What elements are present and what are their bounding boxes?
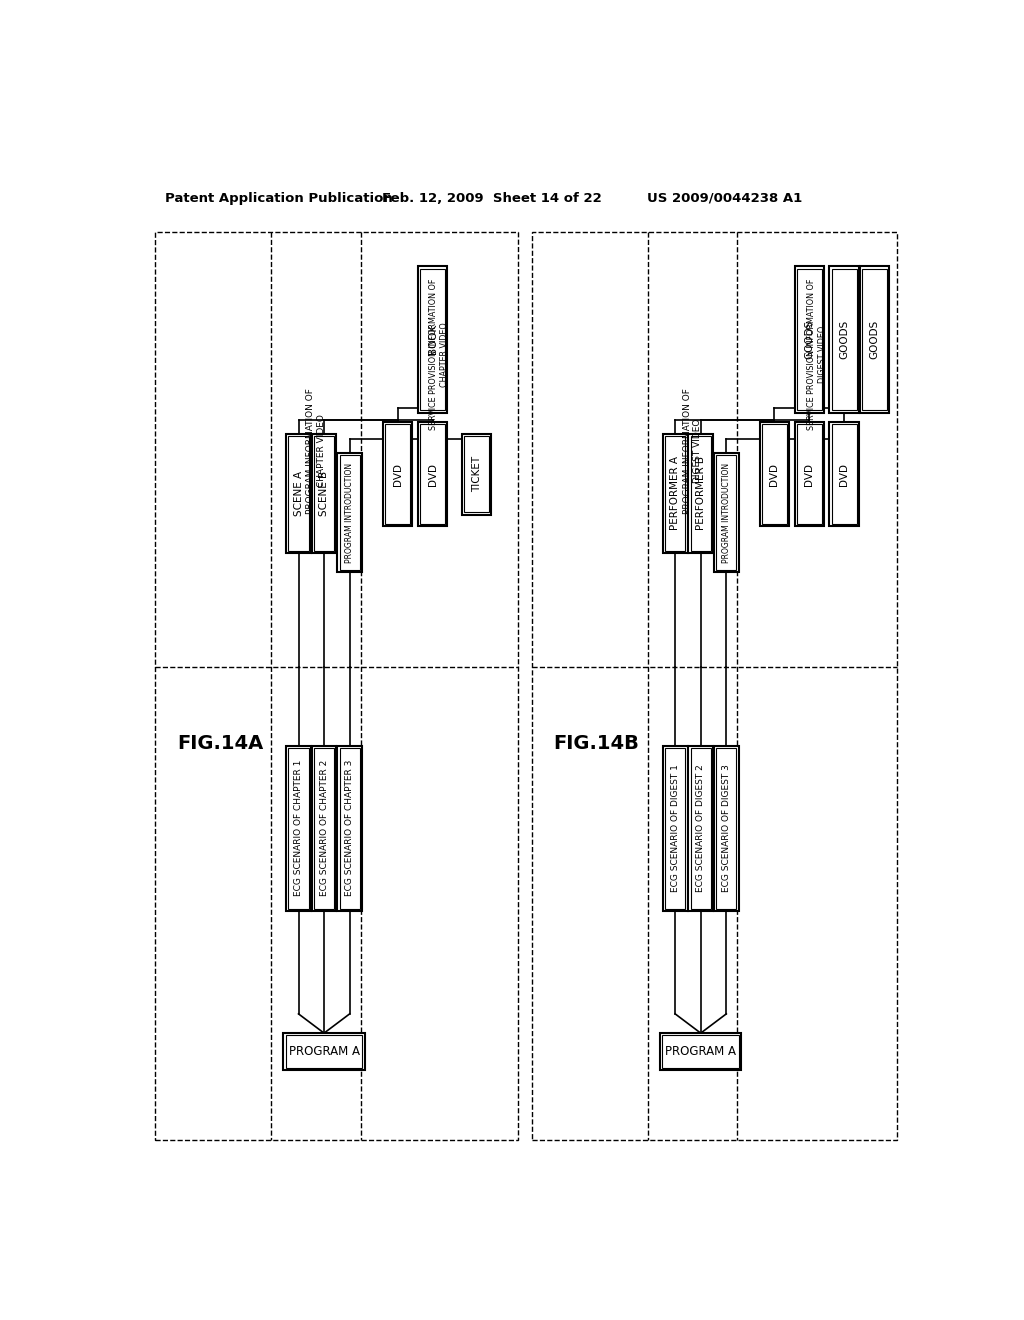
Bar: [831, 268, 856, 411]
Bar: [289, 748, 308, 908]
Text: DVD: DVD: [804, 462, 814, 486]
Text: PROGRAM INFORMATION OF
DIGEST VIDEO: PROGRAM INFORMATION OF DIGEST VIDEO: [683, 388, 702, 513]
Bar: [385, 425, 410, 524]
Text: DVD: DVD: [392, 462, 402, 486]
Bar: [829, 267, 859, 412]
Bar: [314, 436, 334, 550]
Text: GOODS: GOODS: [804, 319, 814, 359]
Bar: [286, 1035, 362, 1068]
Bar: [831, 425, 856, 524]
Bar: [337, 453, 362, 573]
Bar: [311, 746, 337, 911]
Bar: [665, 748, 685, 908]
Text: ECG SCENARIO OF DIGEST 1: ECG SCENARIO OF DIGEST 1: [671, 764, 680, 892]
Text: SCENE B: SCENE B: [319, 471, 329, 516]
Text: DVD: DVD: [769, 462, 779, 486]
Bar: [462, 434, 492, 515]
Text: PROGRAM INFORMATION OF
CHAPTER VIDEO: PROGRAM INFORMATION OF CHAPTER VIDEO: [306, 388, 326, 513]
Bar: [383, 422, 413, 527]
Bar: [311, 434, 337, 553]
Bar: [716, 455, 736, 570]
Text: ECG SCENARIO OF CHAPTER 1: ECG SCENARIO OF CHAPTER 1: [294, 760, 303, 896]
Text: ECG SCENARIO OF CHAPTER 3: ECG SCENARIO OF CHAPTER 3: [345, 760, 354, 896]
Bar: [862, 268, 887, 411]
Bar: [286, 434, 311, 553]
Bar: [714, 746, 738, 911]
Bar: [688, 746, 713, 911]
Bar: [716, 748, 736, 908]
Text: Feb. 12, 2009  Sheet 14 of 22: Feb. 12, 2009 Sheet 14 of 22: [382, 191, 602, 205]
Bar: [289, 436, 308, 550]
Bar: [795, 422, 824, 527]
Text: GOODS: GOODS: [839, 319, 849, 359]
Text: Patent Application Publication: Patent Application Publication: [165, 191, 393, 205]
Bar: [859, 267, 889, 412]
Bar: [797, 268, 821, 411]
Bar: [690, 748, 711, 908]
Bar: [714, 453, 738, 573]
Bar: [797, 425, 821, 524]
Text: ECG SCENARIO OF CHAPTER 2: ECG SCENARIO OF CHAPTER 2: [319, 760, 329, 896]
Text: FIG.14B: FIG.14B: [554, 734, 639, 754]
Bar: [284, 1034, 365, 1071]
Bar: [690, 436, 711, 550]
Text: SCENE A: SCENE A: [294, 471, 303, 516]
Bar: [337, 746, 362, 911]
Bar: [829, 422, 859, 527]
Bar: [665, 436, 685, 550]
Text: PROGRAM INTRODUCTION: PROGRAM INTRODUCTION: [722, 462, 731, 562]
Bar: [155, 231, 518, 1140]
Bar: [464, 436, 489, 512]
Text: PROGRAM A: PROGRAM A: [666, 1045, 736, 1059]
Text: ECG SCENARIO OF DIGEST 2: ECG SCENARIO OF DIGEST 2: [696, 764, 706, 892]
Bar: [760, 422, 790, 527]
Bar: [314, 748, 334, 908]
Text: BOOK: BOOK: [428, 325, 437, 355]
Text: US 2009/0044238 A1: US 2009/0044238 A1: [647, 191, 803, 205]
Bar: [762, 425, 786, 524]
Bar: [340, 455, 359, 570]
Bar: [795, 267, 824, 412]
Bar: [663, 434, 687, 553]
Text: PROGRAM INTRODUCTION: PROGRAM INTRODUCTION: [345, 462, 354, 562]
Bar: [663, 746, 687, 911]
Bar: [418, 267, 447, 412]
Bar: [660, 1034, 741, 1071]
Bar: [531, 231, 897, 1140]
Text: DVD: DVD: [839, 462, 849, 486]
Text: DVD: DVD: [428, 462, 437, 486]
Bar: [286, 746, 311, 911]
Text: PERFORMER A: PERFORMER A: [670, 457, 680, 531]
Bar: [420, 425, 445, 524]
Text: GOODS: GOODS: [869, 319, 880, 359]
Text: PROGRAM A: PROGRAM A: [289, 1045, 359, 1059]
Bar: [663, 1035, 739, 1068]
Bar: [418, 422, 447, 527]
Text: SERVICE PROVISION INFORMATION OF
CHAPTER VIDEO: SERVICE PROVISION INFORMATION OF CHAPTER…: [429, 279, 449, 430]
Text: PERFORMER B: PERFORMER B: [695, 457, 706, 531]
Bar: [340, 748, 359, 908]
Text: TICKET: TICKET: [472, 455, 481, 492]
Bar: [688, 434, 713, 553]
Text: FIG.14A: FIG.14A: [177, 734, 263, 754]
Text: ECG SCENARIO OF DIGEST 3: ECG SCENARIO OF DIGEST 3: [722, 764, 731, 892]
Bar: [420, 268, 445, 411]
Text: SERVICE PROVISION INFORMATION OF
DIGEST VIDEO: SERVICE PROVISION INFORMATION OF DIGEST …: [807, 279, 826, 430]
